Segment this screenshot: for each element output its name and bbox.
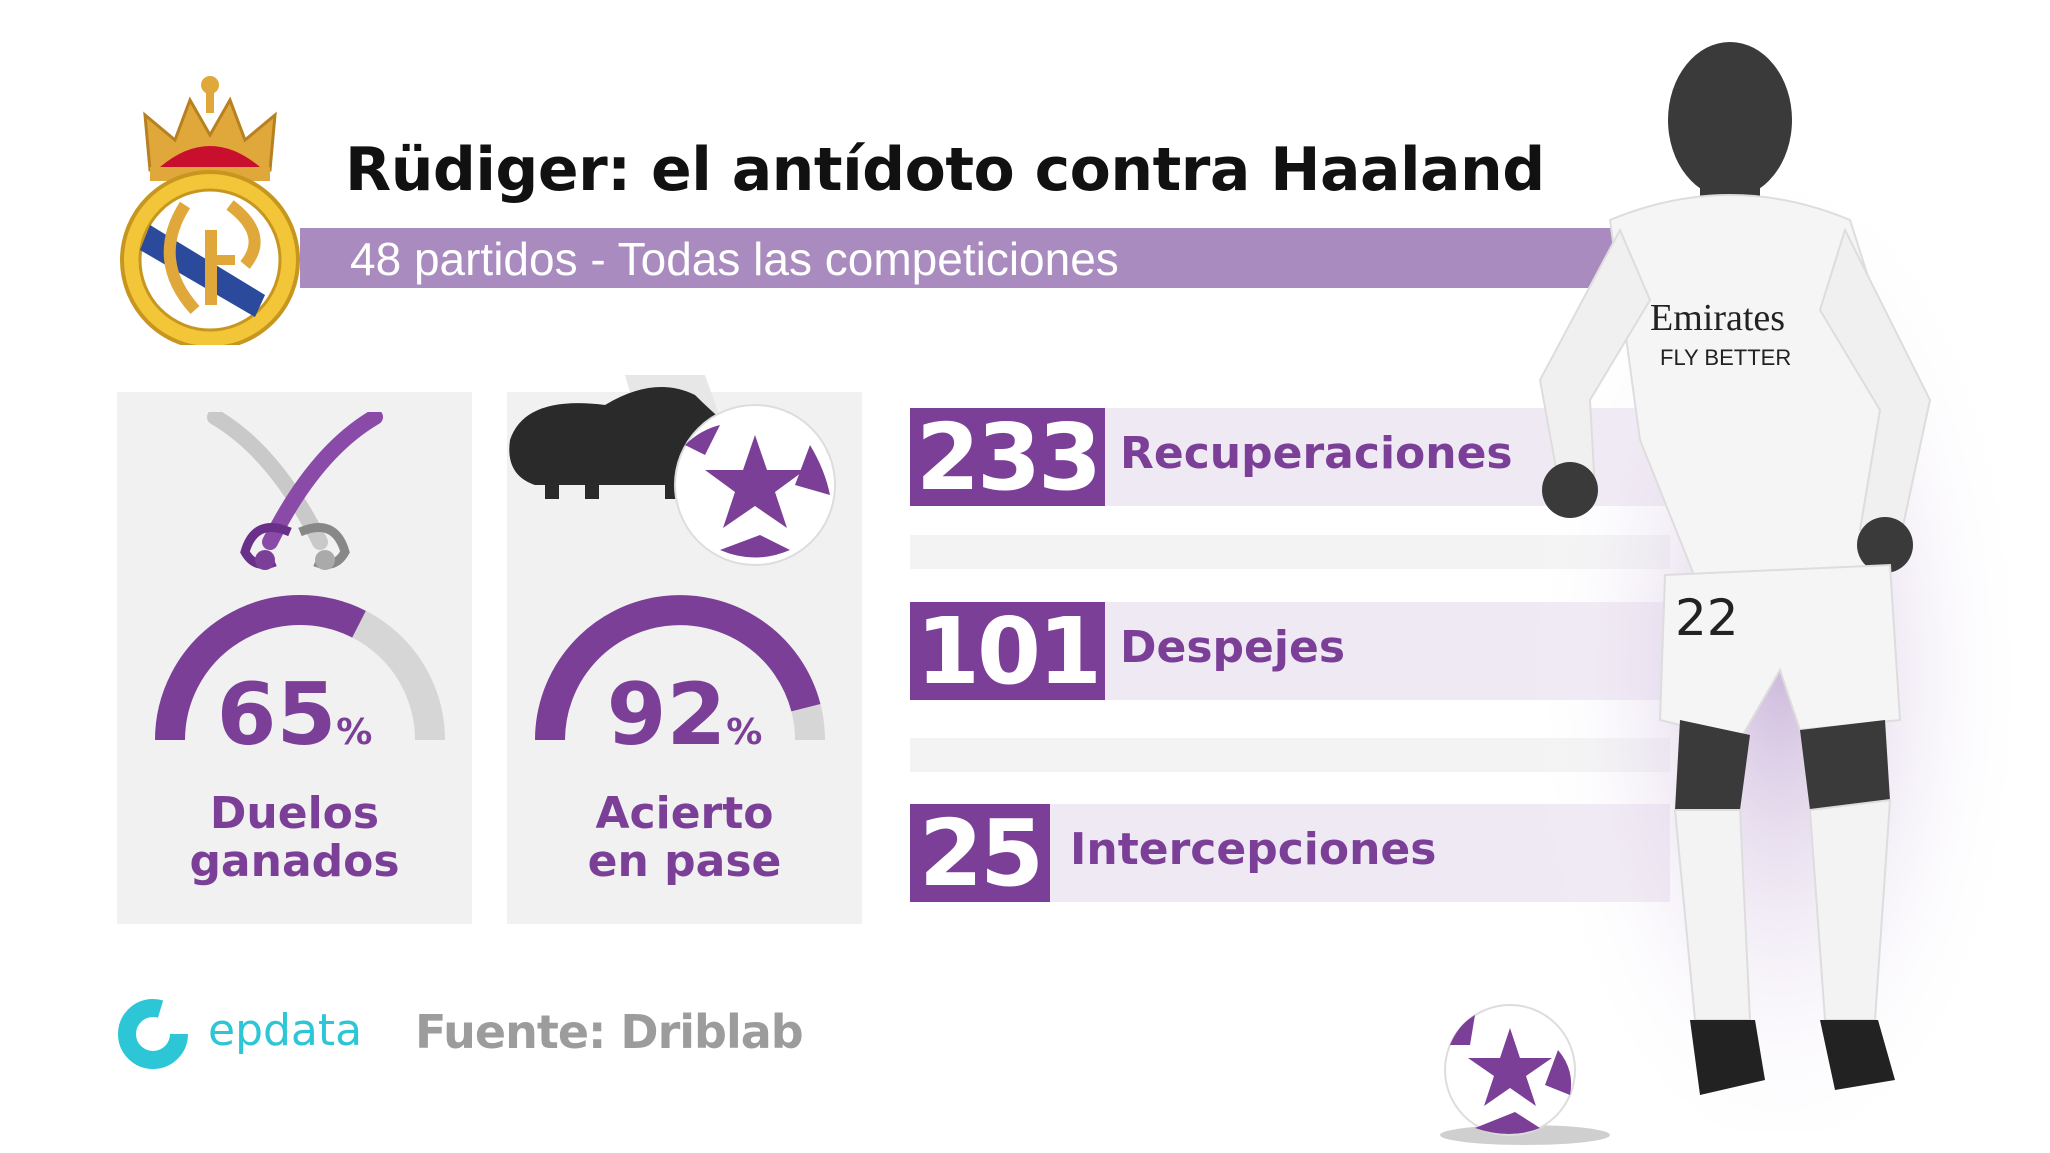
brand-name: epdata (208, 1005, 363, 1056)
pct-duelos-value: 65 (216, 665, 337, 765)
label-duelos-line2: ganados (189, 836, 400, 887)
label-acierto-line1: Acierto (595, 788, 774, 839)
label-acierto: Acierto en pase (507, 790, 862, 886)
source-text: Fuente: Driblab (415, 1005, 804, 1059)
svg-text:Emirates: Emirates (1650, 297, 1785, 339)
pct-acierto-value: 92 (606, 665, 727, 765)
stat-label-recuperaciones: Recuperaciones (1120, 428, 1513, 479)
pct-acierto-unit: % (726, 712, 763, 753)
player-photo: Emirates FLY BETTER 22 (1530, 42, 2020, 1130)
stat-value-intercepciones: 25 (910, 800, 1050, 907)
gauge-duelos (155, 595, 445, 741)
label-duelos-line1: Duelos (209, 788, 380, 839)
boot-and-ball-icon (509, 375, 836, 566)
pct-duelos-unit: % (336, 712, 373, 753)
epdata-logo-icon (118, 999, 188, 1069)
stat-label-despejes: Despejes (1120, 622, 1346, 673)
page-title: Rüdiger: el antídoto contra Haaland (345, 135, 1545, 205)
page-subtitle: 48 partidos - Todas las competiciones (350, 233, 1119, 285)
stat-value-despejes: 101 (910, 598, 1105, 705)
stat-value-recuperaciones: 233 (910, 404, 1105, 511)
pct-acierto: 92% (507, 665, 862, 765)
crossed-swords-icon (207, 412, 383, 570)
pct-duelos: 65% (117, 665, 472, 765)
label-acierto-line2: en pase (587, 836, 782, 887)
subtitle-bar (300, 228, 1620, 288)
label-duelos: Duelos ganados (117, 790, 472, 886)
soccer-ball-icon (1440, 1004, 1610, 1145)
gauge-acierto (535, 595, 825, 741)
stat-label-intercepciones: Intercepciones (1070, 824, 1437, 875)
svg-text:FLY BETTER: FLY BETTER (1660, 345, 1791, 370)
real-madrid-crest-icon (120, 76, 300, 345)
svg-text:22: 22 (1675, 589, 1739, 647)
